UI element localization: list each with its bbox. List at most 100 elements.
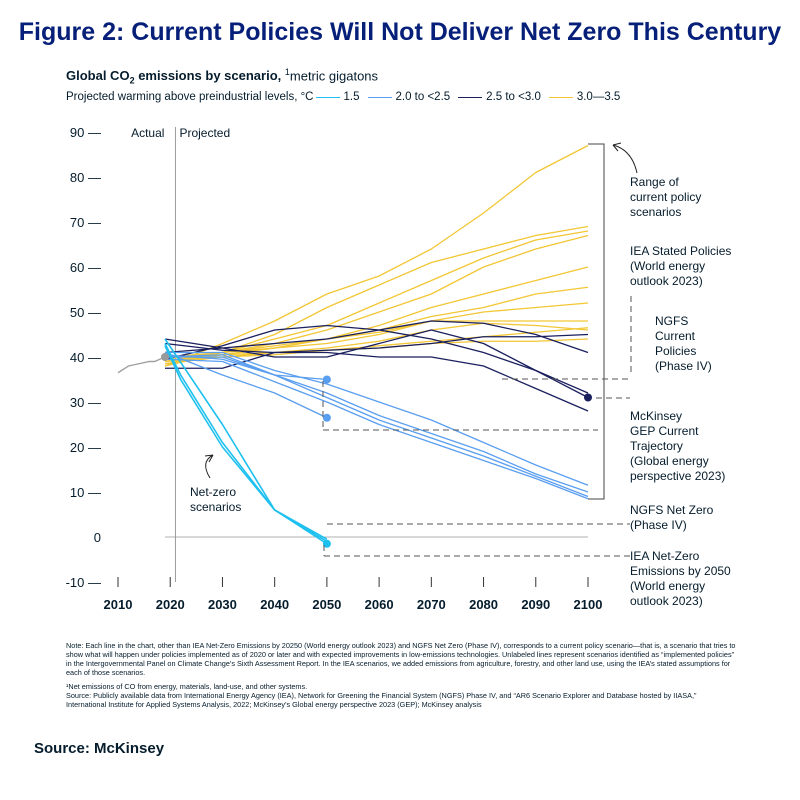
series-line bbox=[164, 320, 589, 354]
net-zero-annotation: scenarios bbox=[190, 500, 241, 514]
range-annotation: current policy bbox=[630, 190, 701, 204]
series-line bbox=[164, 302, 589, 360]
y-tick-label: -10 — bbox=[66, 575, 101, 590]
y-tick-label: 90 — bbox=[70, 125, 101, 140]
chart-lines bbox=[117, 144, 589, 545]
mckinsey-annotation: GEP Current bbox=[630, 424, 699, 438]
series-line bbox=[164, 358, 589, 500]
legend-swatch bbox=[548, 96, 573, 98]
series-end-marker bbox=[322, 413, 331, 422]
subtitle-sup: 1 bbox=[284, 67, 290, 77]
x-tick-label: 2070 bbox=[417, 597, 446, 612]
range-annotation: scenarios bbox=[630, 205, 681, 219]
figure-title: Figure 2: Current Policies Will Not Deli… bbox=[18, 18, 782, 46]
y-tick-label: 0 bbox=[94, 530, 101, 545]
series-line-actual bbox=[117, 356, 166, 374]
series-line bbox=[164, 338, 328, 540]
y-tick-label: 70 — bbox=[70, 215, 101, 230]
mckinsey-annotation: Trajectory bbox=[630, 439, 683, 453]
y-tick-label: 20 — bbox=[70, 440, 101, 455]
ngfs-current-annotation: Current bbox=[655, 329, 696, 343]
series-line bbox=[164, 351, 328, 419]
y-tick-label: 60 — bbox=[70, 260, 101, 275]
legend-item-label: 2.0 to <2.5 bbox=[395, 91, 451, 103]
range-arrow bbox=[612, 144, 638, 174]
x-tick-label: 2060 bbox=[365, 597, 394, 612]
y-tick-label: 50 — bbox=[70, 305, 101, 320]
legend-label: Projected warming above preindustrial le… bbox=[66, 91, 314, 103]
x-tick-label: 2100 bbox=[574, 597, 603, 612]
legend-item-2-0: 2.0 to <2.5 bbox=[367, 91, 451, 103]
source-label: Source: McKinsey bbox=[34, 740, 165, 757]
legend: Projected warming above preindustrial le… bbox=[66, 91, 626, 103]
subtitle-prefix: Global CO bbox=[66, 68, 130, 84]
y-tick-label: 40 — bbox=[70, 350, 101, 365]
ngfs-current-annotation: NGFS bbox=[655, 314, 688, 328]
emissions-chart: Actual Projected 90 — 80 — 70 — 60 — 50 — 40 — 3… bbox=[66, 125, 732, 612]
ngfs-netzero-annotation: NGFS Net Zero bbox=[630, 503, 714, 517]
x-tick-label: 2010 bbox=[104, 597, 133, 612]
ngfs-netzero-annotation: (Phase IV) bbox=[630, 518, 687, 532]
chart-axes: Actual Projected 90 — 80 — 70 — 60 — 50 — 40 — 3… bbox=[66, 125, 603, 612]
actual-label: Actual bbox=[131, 126, 164, 140]
projected-label: Projected bbox=[179, 126, 230, 140]
legend-item-1-5: 1.5 bbox=[315, 91, 360, 103]
legend-item-label: 1.5 bbox=[343, 91, 360, 103]
ngfs-current-annotation: Policies bbox=[655, 344, 696, 358]
legend-swatch bbox=[315, 96, 340, 98]
mckinsey-annotation: perspective 2023) bbox=[630, 469, 725, 483]
x-tick-label: 2030 bbox=[208, 597, 237, 612]
net-zero-annotation: Net-zero bbox=[190, 485, 236, 499]
series-end-marker bbox=[322, 375, 331, 384]
series-line bbox=[165, 351, 589, 486]
y-tick-label: 10 — bbox=[70, 485, 101, 500]
legend-swatch bbox=[367, 96, 392, 98]
iea-stated-annotation: IEA Stated Policies bbox=[630, 244, 731, 258]
series-line bbox=[164, 342, 589, 412]
ngfs-current-annotation: (Phase IV) bbox=[655, 359, 712, 373]
x-tick-label: 2090 bbox=[521, 597, 550, 612]
net-zero-arrow bbox=[205, 454, 214, 479]
iea-stated-annotation: outlook 2023) bbox=[630, 274, 703, 288]
y-tick-label: 80 — bbox=[70, 170, 101, 185]
legend-item-label: 2.5 to <3.0 bbox=[486, 91, 541, 103]
series-end-marker bbox=[161, 353, 169, 361]
sources-text: Source: Publicly available data from Int… bbox=[66, 691, 697, 709]
legend-item-label: 3.0—3.5 bbox=[576, 91, 621, 103]
series-line bbox=[164, 354, 589, 498]
chart-notes: Note: Each line in the chart, other than… bbox=[66, 641, 736, 714]
chart-markers bbox=[161, 353, 592, 548]
series-line bbox=[164, 144, 589, 367]
footnote-text: ¹Net emissions of CO from energy, materi… bbox=[66, 682, 308, 691]
iea-netzero-annotation: outlook 2023) bbox=[630, 594, 703, 608]
iea-netzero-annotation: IEA Net-Zero bbox=[630, 549, 700, 563]
range-bracket bbox=[588, 143, 605, 500]
subtitle-suffix: metric gigatons bbox=[289, 68, 379, 84]
x-tick-label: 2080 bbox=[469, 597, 498, 612]
iea-stated-annotation: (World energy bbox=[630, 259, 705, 273]
mckinsey-annotation: McKinsey bbox=[630, 409, 682, 423]
iea-netzero-annotation: (World energy bbox=[630, 579, 705, 593]
series-line bbox=[165, 356, 589, 493]
x-tick-label: 2020 bbox=[156, 597, 185, 612]
legend-item-3-0: 3.0—3.5 bbox=[548, 91, 621, 103]
subtitle-sub: 2 bbox=[129, 75, 135, 86]
iea-netzero-annotation: Emissions by 2050 bbox=[630, 564, 731, 578]
range-arrowhead bbox=[612, 142, 622, 152]
series-end-marker bbox=[584, 393, 592, 402]
note-text: Note: Each line in the chart, other than… bbox=[66, 641, 736, 677]
chart-subtitle: Global CO2 emissions by scenario, 1metri… bbox=[66, 67, 378, 86]
series-line bbox=[164, 327, 589, 363]
legend-swatch bbox=[458, 96, 483, 98]
x-tick-label: 2050 bbox=[312, 597, 341, 612]
mckinsey-annotation: (Global energy bbox=[630, 454, 709, 468]
subtitle-mid: emissions by scenario, bbox=[134, 68, 285, 84]
legend-item-2-5: 2.5 to <3.0 bbox=[458, 91, 541, 103]
series-end-marker bbox=[322, 539, 331, 548]
x-tick-label: 2040 bbox=[260, 597, 289, 612]
y-tick-label: 30 — bbox=[70, 395, 101, 410]
series-line bbox=[164, 234, 589, 363]
series-line bbox=[164, 230, 589, 367]
range-annotation: Range of bbox=[630, 175, 679, 189]
